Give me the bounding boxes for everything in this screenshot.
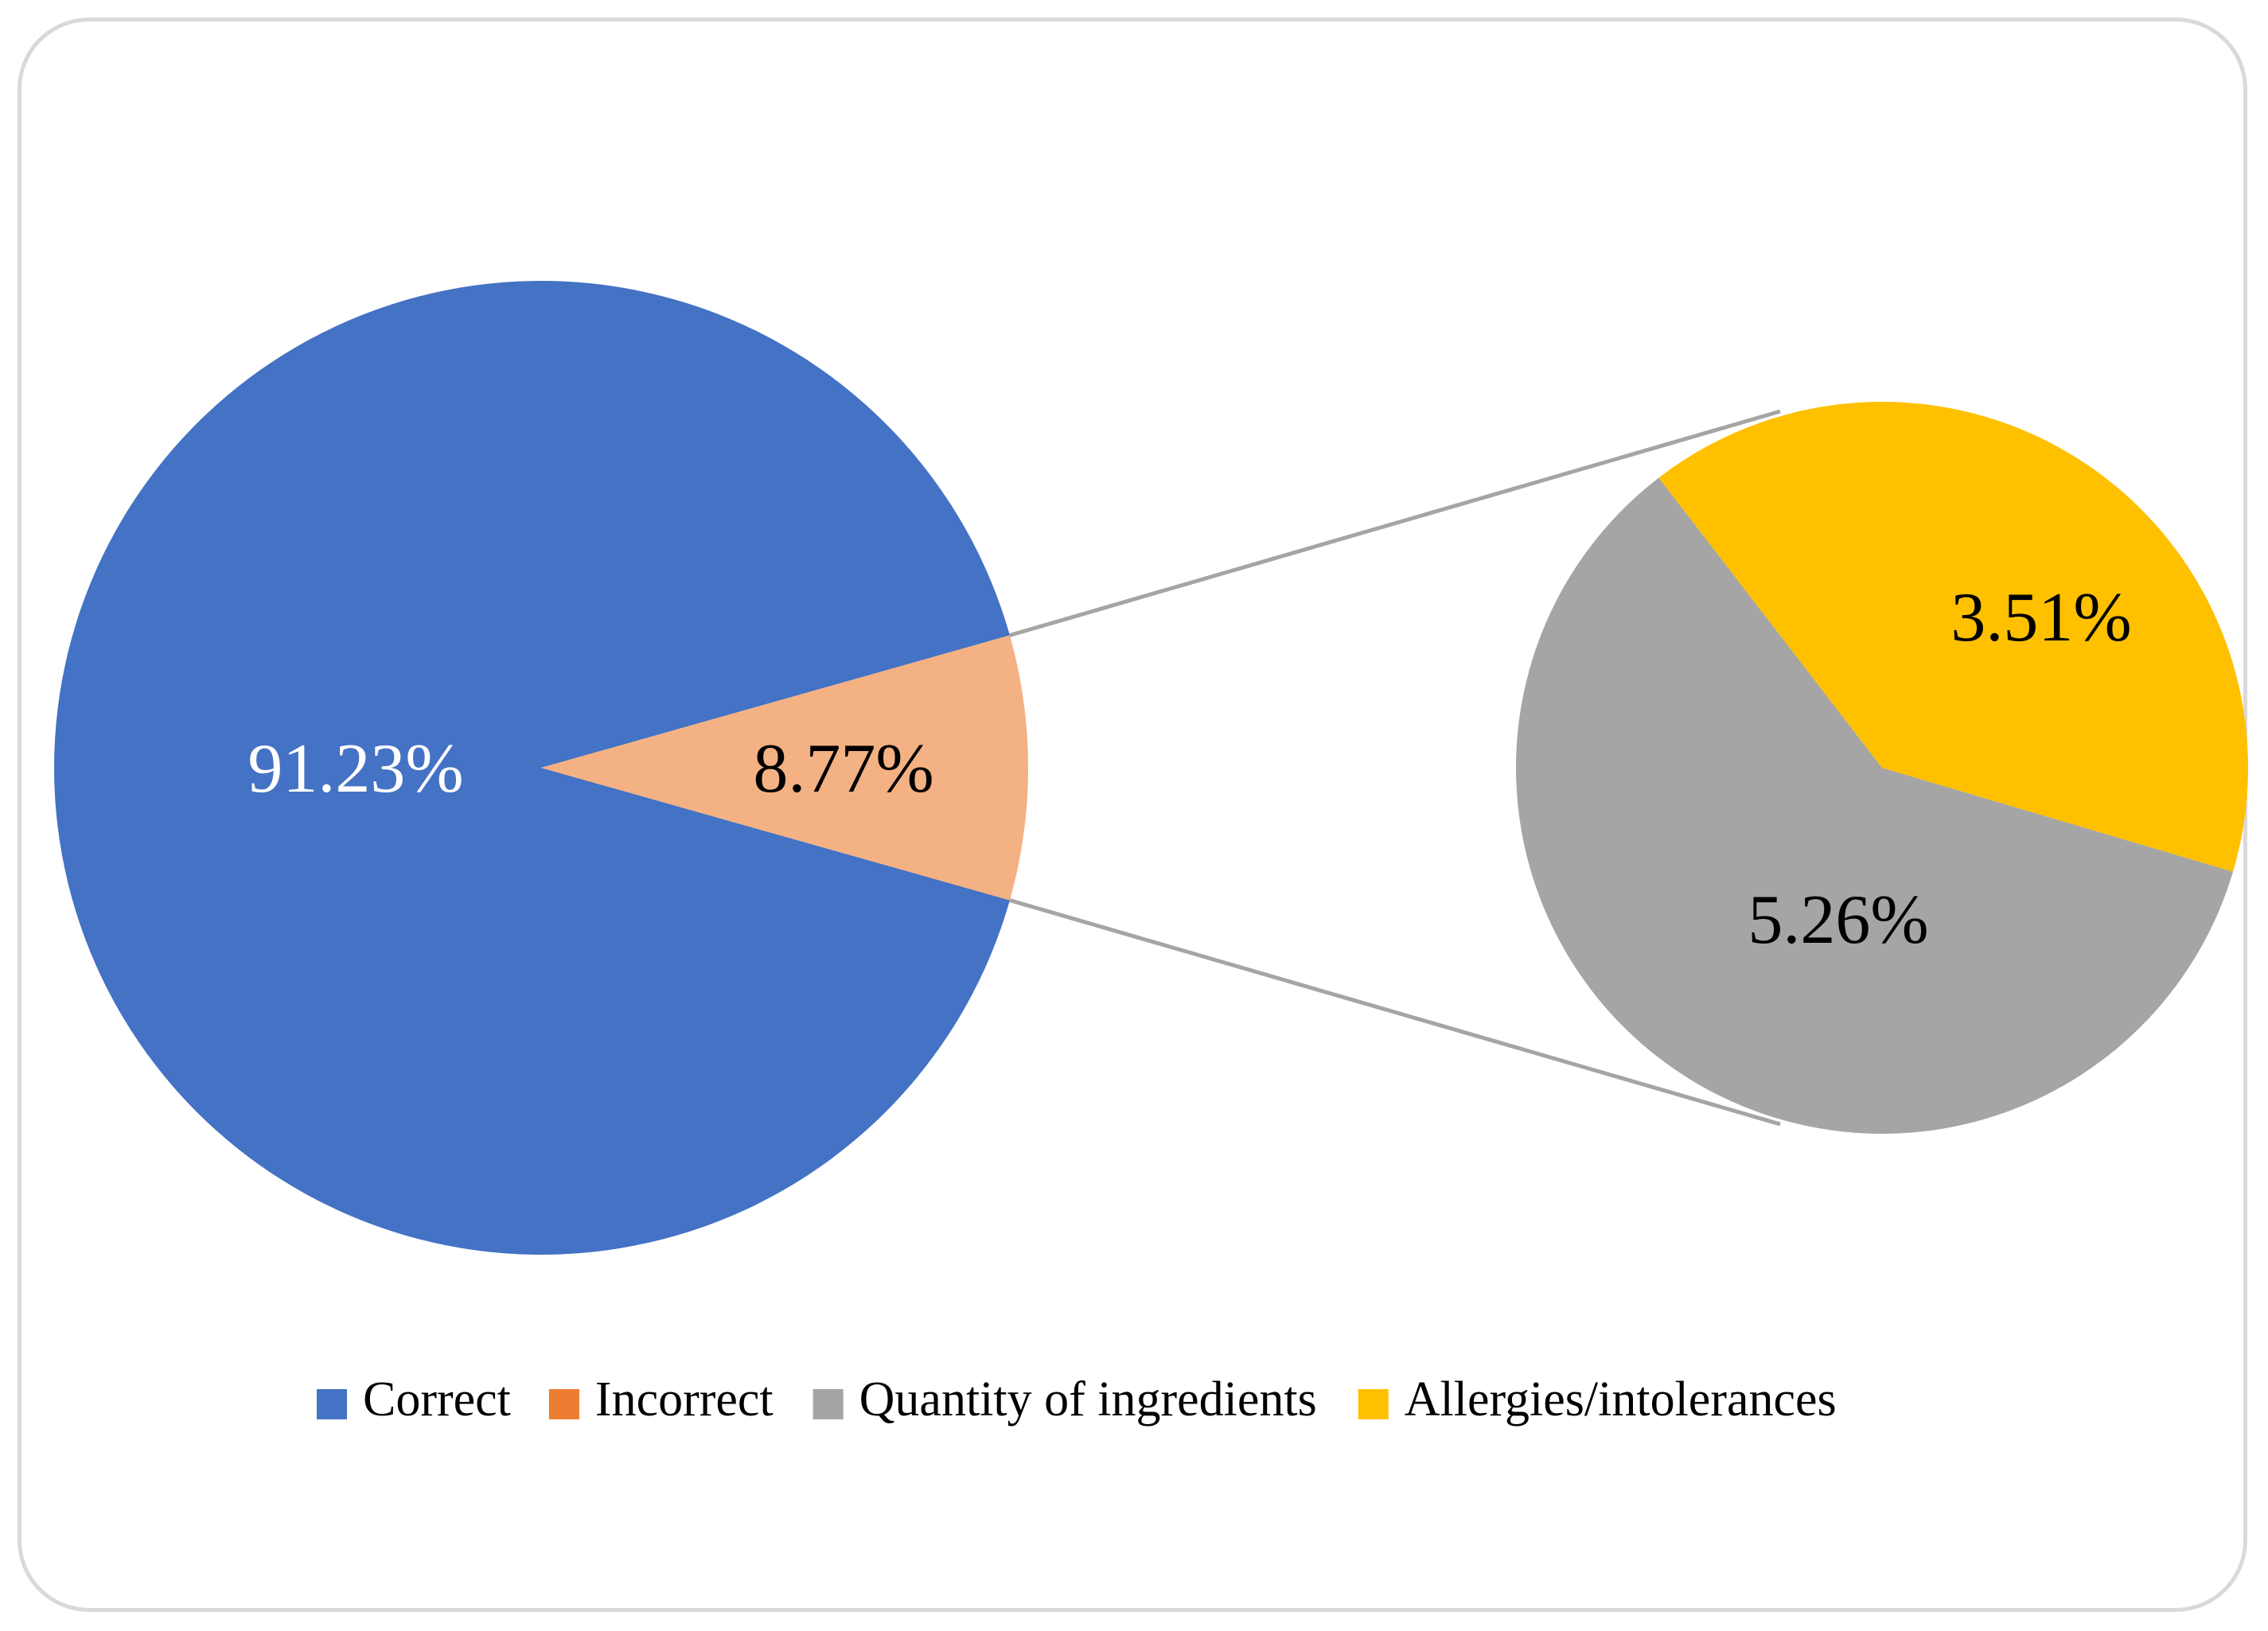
legend-label-incorrect: Incorrect (595, 1372, 774, 1427)
legend-entry-allergies-intolerances: Allergies/intolerances (1358, 1372, 1837, 1427)
legend-entry-incorrect: Incorrect (548, 1372, 774, 1427)
legend-entry-quantity-of-ingredients: Quantity of ingredients (813, 1372, 1317, 1427)
label-quantity-of-ingredients: 5.26% (1748, 882, 1928, 959)
connector-lines (1009, 409, 1781, 1127)
legend-swatch-allergies-intolerances (1358, 1389, 1389, 1419)
legend-swatch-correct (317, 1389, 347, 1419)
secondary-pie (1516, 401, 2248, 1134)
slice-labels: 91.23% 8.77% 3.51% 5.26% (247, 579, 2131, 959)
connector-line-upper (1009, 409, 1781, 637)
legend-swatch-incorrect (548, 1389, 579, 1419)
legend-swatch-quantity-of-ingredients (813, 1389, 844, 1419)
slice-incorrect (541, 635, 1028, 901)
label-allergies-intolerances: 3.51% (1950, 579, 2131, 656)
legend: Correct Incorrect Quantity of ingredients A… (317, 1372, 1837, 1427)
connector-line-lower (1009, 898, 1781, 1127)
legend-label-correct: Correct (363, 1372, 511, 1427)
label-incorrect: 8.77% (753, 730, 933, 808)
label-correct: 91.23% (247, 730, 463, 808)
slice-allergies-intolerances (1658, 401, 2248, 872)
legend-label-quantity-of-ingredients: Quantity of ingredients (859, 1372, 1317, 1427)
legend-entry-correct: Correct (317, 1372, 511, 1427)
legend-label-allergies-intolerances: Allergies/intolerances (1405, 1372, 1837, 1427)
slice-quantity-of-ingredients (1516, 477, 2234, 1134)
slice-correct (54, 280, 1010, 1255)
main-pie (54, 280, 1028, 1255)
